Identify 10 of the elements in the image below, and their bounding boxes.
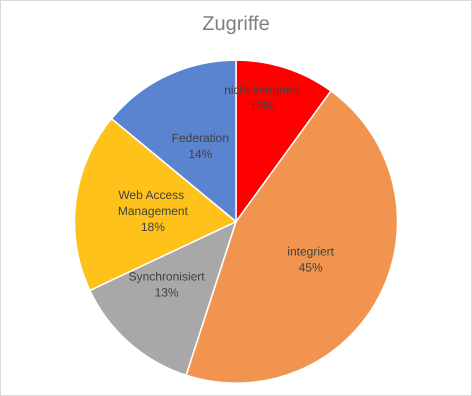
data-label: 18% (140, 220, 166, 234)
slice-label: Federation (172, 130, 230, 145)
chart-title: Zugriffe (202, 13, 270, 35)
data-label: 10% (250, 98, 274, 113)
data-label: 13% (154, 285, 179, 300)
data-label: 45% (298, 260, 323, 275)
slice-label: Synchronisiert (128, 269, 206, 284)
data-label: 14% (188, 146, 213, 161)
slice-label: Web Access Management (118, 188, 189, 218)
slice-label: integriert (287, 244, 335, 259)
